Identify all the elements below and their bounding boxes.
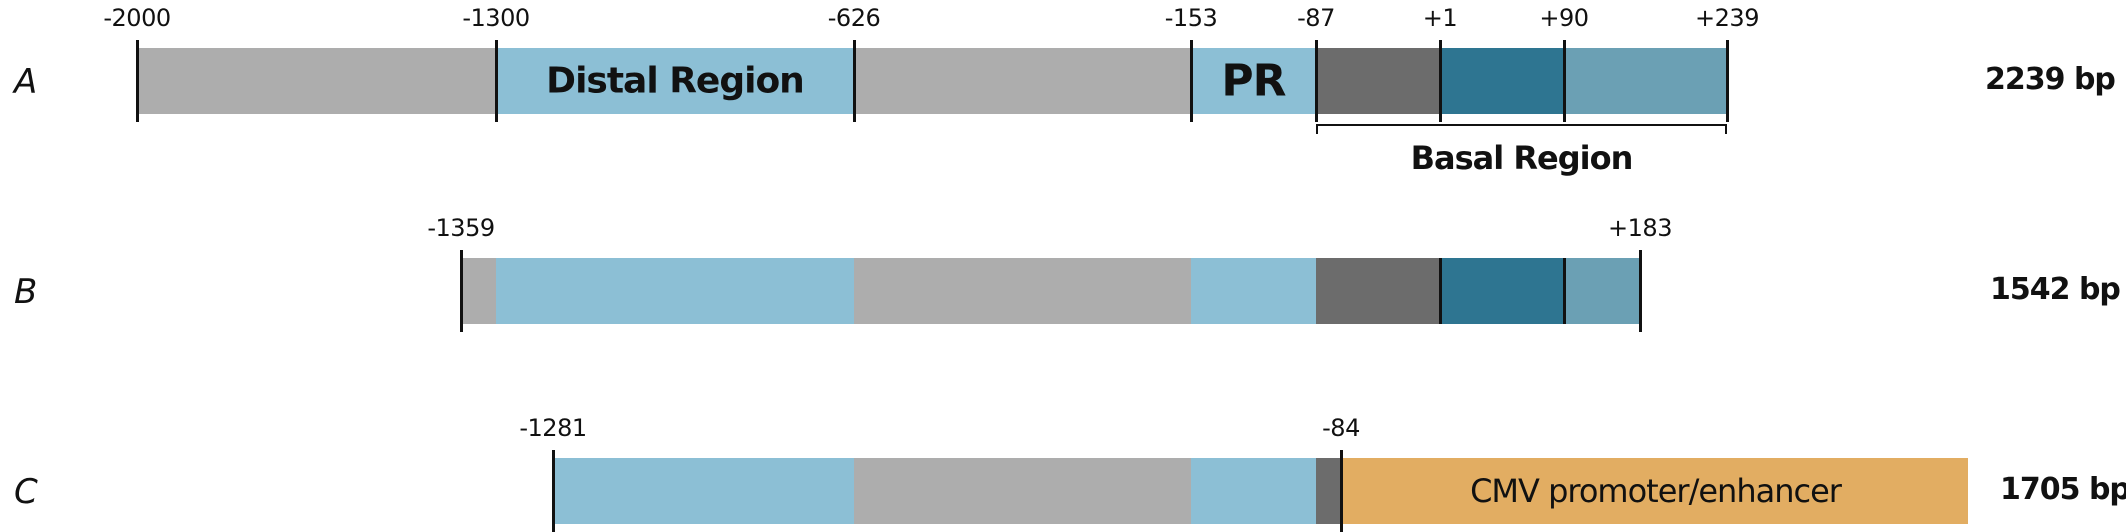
segment-regulatory xyxy=(553,458,854,524)
basal-region-label: Basal Region xyxy=(1410,139,1634,177)
segment-intervening xyxy=(854,258,1191,324)
segment-basal_dark xyxy=(1316,48,1440,114)
segment-intervening xyxy=(854,458,1191,524)
position-label: -1300 xyxy=(462,4,530,32)
position-label: +183 xyxy=(1608,214,1672,242)
position-label: -2000 xyxy=(103,4,171,32)
boundary-tick xyxy=(135,40,139,122)
boundary-tick xyxy=(852,40,856,122)
segment-exon_teal xyxy=(1440,48,1564,114)
segment-intervening xyxy=(854,48,1191,114)
construct-size: 1705 bp xyxy=(2000,472,2126,507)
cmv-label: CMV promoter/enhancer xyxy=(1470,472,1842,510)
boundary-tick xyxy=(1189,40,1193,122)
inner-boundary-tick xyxy=(1562,258,1566,324)
position-label: -626 xyxy=(827,4,881,32)
segment-label: Distal Region xyxy=(546,60,805,102)
segment-utr_teal xyxy=(1564,48,1727,114)
segment-intervening xyxy=(137,48,496,114)
segment-regulatory xyxy=(1191,48,1316,114)
construct-size: 1542 bp xyxy=(1990,272,2121,307)
basal-region-bracket xyxy=(1316,124,1727,134)
segment-regulatory xyxy=(496,48,854,114)
boundary-tick xyxy=(1314,40,1318,122)
cmv-block xyxy=(1343,458,1968,524)
construct-letter: C xyxy=(14,472,38,512)
boundary-tick xyxy=(1339,450,1343,532)
boundary-tick xyxy=(1638,250,1642,332)
boundary-tick xyxy=(459,250,463,332)
position-label: +90 xyxy=(1539,4,1589,32)
position-label: -153 xyxy=(1164,4,1218,32)
segment-label: PR xyxy=(1221,55,1286,107)
inner-boundary-tick xyxy=(1438,258,1442,324)
boundary-tick xyxy=(1562,40,1566,122)
segment-intervening xyxy=(461,258,496,324)
construct-letter: B xyxy=(14,272,38,312)
segment-regulatory xyxy=(496,258,854,324)
position-label: -87 xyxy=(1297,4,1335,32)
segment-basal_dark xyxy=(1316,258,1440,324)
boundary-tick xyxy=(1438,40,1442,122)
position-label: -1359 xyxy=(427,214,495,242)
segment-basal_dark xyxy=(1316,458,1341,524)
segment-utr_teal xyxy=(1564,258,1640,324)
position-label: -84 xyxy=(1322,414,1360,442)
position-label: +1 xyxy=(1422,4,1458,32)
segment-regulatory xyxy=(1191,258,1316,324)
position-label: +239 xyxy=(1695,4,1759,32)
boundary-tick xyxy=(494,40,498,122)
boundary-tick xyxy=(551,450,555,532)
segment-exon_teal xyxy=(1440,258,1564,324)
position-label: -1281 xyxy=(519,414,587,442)
construct-letter: A xyxy=(14,62,38,102)
segment-regulatory xyxy=(1191,458,1316,524)
construct-size: 2239 bp xyxy=(1985,62,2116,97)
boundary-tick xyxy=(1725,40,1729,122)
